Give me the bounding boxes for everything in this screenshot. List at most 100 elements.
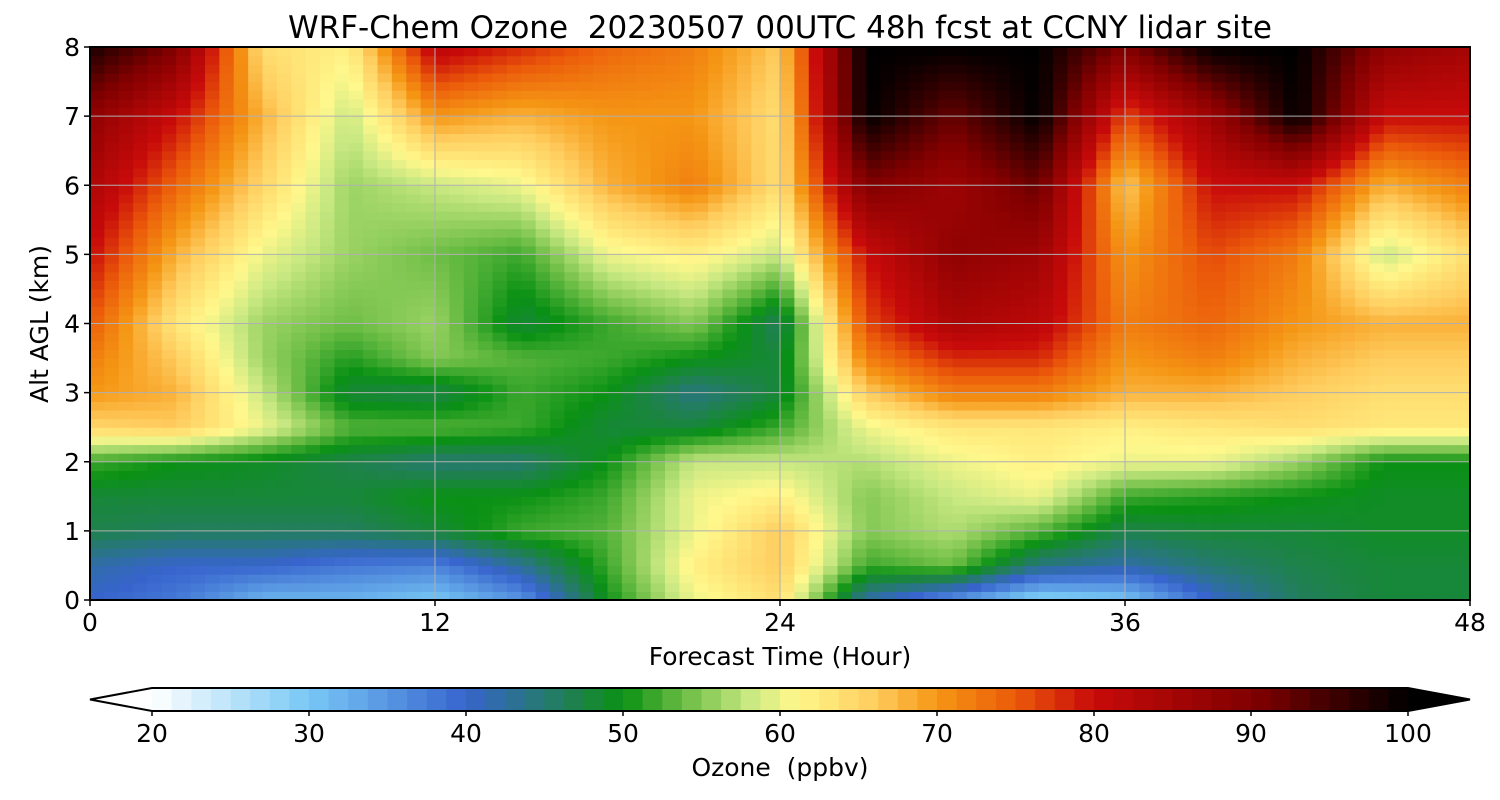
heatmap-cell — [1125, 461, 1140, 471]
heatmap-cell — [1067, 211, 1083, 221]
heatmap-cell — [1168, 574, 1184, 584]
heatmap-cell — [363, 245, 379, 255]
heatmap-cell — [1240, 288, 1255, 299]
heatmap-cell — [765, 504, 781, 515]
heatmap-cell — [348, 185, 364, 195]
heatmap-cell — [1240, 219, 1255, 230]
heatmap-cell — [593, 340, 609, 351]
heatmap-cell — [1254, 582, 1270, 592]
heatmap-cell — [621, 427, 637, 437]
heatmap-cell — [1110, 548, 1126, 558]
heatmap-cell — [837, 565, 853, 575]
heatmap-cell — [1254, 185, 1270, 195]
heatmap-cell — [995, 418, 1011, 428]
heatmap-cell — [722, 427, 738, 437]
heatmap-cell — [463, 340, 479, 351]
heatmap-cell — [1283, 574, 1299, 584]
heatmap-cell — [866, 479, 882, 489]
heatmap-cell — [1024, 228, 1040, 238]
heatmap-cell — [952, 314, 968, 325]
heatmap-cell — [995, 392, 1011, 402]
heatmap-cell — [176, 237, 192, 247]
heatmap-cell — [808, 314, 824, 325]
heatmap-cell — [636, 444, 652, 454]
heatmap-cell — [205, 453, 220, 463]
heatmap-cell — [449, 556, 465, 567]
heatmap-cell — [1268, 323, 1284, 333]
heatmap-cell — [1412, 409, 1428, 420]
heatmap-cell — [765, 211, 781, 221]
heatmap-cell — [808, 513, 824, 523]
heatmap-cell — [133, 401, 149, 411]
heatmap-cell — [1340, 332, 1356, 342]
heatmap-cell — [1110, 530, 1126, 541]
heatmap-cell — [535, 479, 551, 489]
heatmap-cell — [1125, 349, 1140, 359]
heatmap-cell — [636, 366, 652, 376]
heatmap-cell — [1182, 392, 1198, 402]
heatmap-cell — [104, 314, 120, 325]
heatmap-cell — [1340, 401, 1356, 411]
heatmap-cell — [449, 461, 465, 471]
heatmap-cell — [1024, 418, 1040, 428]
heatmap-cell — [1211, 297, 1227, 307]
heatmap-cell — [506, 444, 522, 454]
heatmap-cell — [880, 530, 896, 541]
heatmap-cell — [1225, 530, 1241, 541]
heatmap-cell — [607, 254, 623, 264]
heatmap-cell — [1340, 453, 1356, 463]
heatmap-cell — [1268, 271, 1284, 281]
heatmap-cell — [593, 323, 609, 333]
heatmap-cell — [406, 556, 422, 567]
heatmap-cell — [1326, 401, 1342, 411]
heatmap-cell — [1311, 280, 1327, 290]
heatmap-cell — [205, 323, 220, 333]
heatmap-cell — [1297, 574, 1313, 584]
heatmap-cell — [449, 383, 465, 394]
heatmap-cell — [621, 522, 637, 532]
heatmap-cell — [1340, 591, 1356, 600]
heatmap-cell — [233, 435, 249, 446]
heatmap-cell — [708, 167, 724, 178]
heatmap-cell — [506, 565, 522, 575]
heatmap-cell — [176, 202, 192, 212]
heatmap-cell — [1283, 306, 1299, 316]
heatmap-cell — [636, 504, 652, 515]
heatmap-cell — [1240, 582, 1255, 592]
heatmap-cell — [550, 314, 565, 325]
heatmap-cell — [291, 401, 307, 411]
heatmap-cell — [1067, 306, 1083, 316]
heatmap-cell — [506, 314, 522, 325]
heatmap-cell — [506, 574, 522, 584]
heatmap-cell — [377, 288, 393, 299]
heatmap-cell — [133, 487, 149, 497]
heatmap-cell — [377, 565, 393, 575]
heatmap-cell — [866, 167, 882, 178]
heatmap-cell — [205, 383, 220, 394]
heatmap-cell — [895, 591, 910, 600]
heatmap-cell — [550, 185, 565, 195]
heatmap-cell — [1455, 479, 1470, 489]
heatmap-cell — [348, 461, 364, 471]
heatmap-cell — [1254, 435, 1270, 446]
heatmap-cell — [736, 556, 752, 567]
heatmap-cell — [377, 263, 393, 273]
heatmap-cell — [1441, 254, 1457, 264]
heatmap-cell — [377, 539, 393, 549]
heatmap-cell — [492, 271, 508, 281]
heatmap-cell — [1038, 530, 1054, 541]
heatmap-cell — [895, 193, 910, 204]
heatmap-cell — [1153, 202, 1169, 212]
heatmap-cell — [363, 228, 379, 238]
heatmap-cell — [1455, 444, 1470, 454]
heatmap-cell — [1383, 548, 1399, 558]
heatmap-cell — [1010, 297, 1025, 307]
heatmap-cell — [104, 332, 120, 342]
heatmap-cell — [291, 263, 307, 273]
heatmap-cell — [765, 383, 781, 394]
heatmap-cell — [1240, 383, 1255, 394]
heatmap-cell — [708, 427, 724, 437]
heatmap-cell — [1211, 202, 1227, 212]
heatmap-cell — [334, 185, 350, 195]
heatmap-cell — [334, 358, 350, 368]
